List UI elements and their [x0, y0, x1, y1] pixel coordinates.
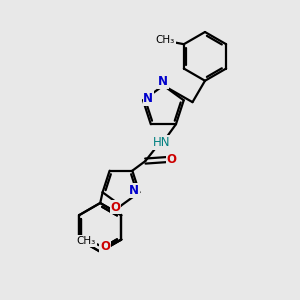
Text: O: O — [167, 153, 177, 166]
Text: N: N — [129, 184, 139, 197]
Text: N: N — [143, 92, 153, 105]
Text: O: O — [100, 240, 110, 253]
Text: HN: HN — [153, 136, 170, 149]
Text: O: O — [111, 201, 121, 214]
Text: N: N — [158, 75, 168, 88]
Text: CH₃: CH₃ — [156, 35, 175, 45]
Text: CH₃: CH₃ — [76, 236, 96, 246]
